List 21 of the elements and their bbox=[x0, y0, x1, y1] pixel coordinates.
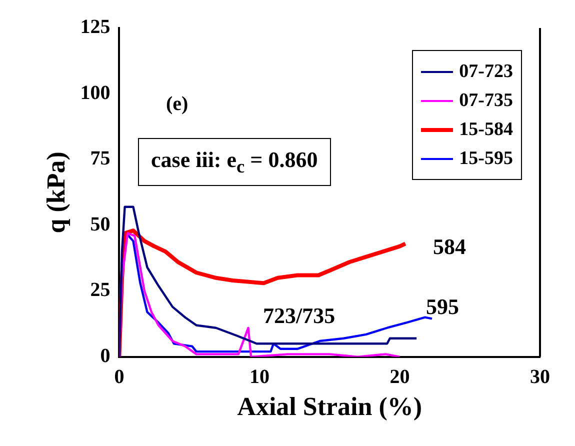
y-tick-label: 75 bbox=[90, 148, 110, 170]
legend-label: 07-723 bbox=[459, 60, 513, 84]
annotation: 584 bbox=[433, 234, 466, 260]
legend-label: 15-595 bbox=[459, 147, 513, 171]
annotation: 595 bbox=[426, 294, 459, 320]
x-tick-label: 10 bbox=[249, 366, 270, 388]
x-tick-label: 30 bbox=[530, 366, 550, 388]
legend-label: 07-735 bbox=[459, 89, 513, 113]
y-tick-label: 125 bbox=[80, 16, 110, 38]
x-tick-label: 20 bbox=[390, 366, 410, 388]
y-tick-label: 25 bbox=[90, 279, 110, 302]
annotation: case iii: e$_{c}$ = 0.860 bbox=[138, 138, 331, 186]
y-tick-label: 0 bbox=[100, 344, 110, 367]
x-tick-label: 0 bbox=[114, 366, 124, 388]
x-axis-title: Axial Strain (%) bbox=[237, 392, 422, 422]
y-tick-label: 100 bbox=[80, 82, 110, 104]
y-axis-title: q (kPa) bbox=[41, 152, 70, 234]
y-tick-label: 50 bbox=[90, 213, 110, 236]
annotation: (e) bbox=[166, 93, 188, 116]
annotation: 723/735 bbox=[263, 303, 336, 329]
legend-label: 15-584 bbox=[459, 118, 513, 142]
